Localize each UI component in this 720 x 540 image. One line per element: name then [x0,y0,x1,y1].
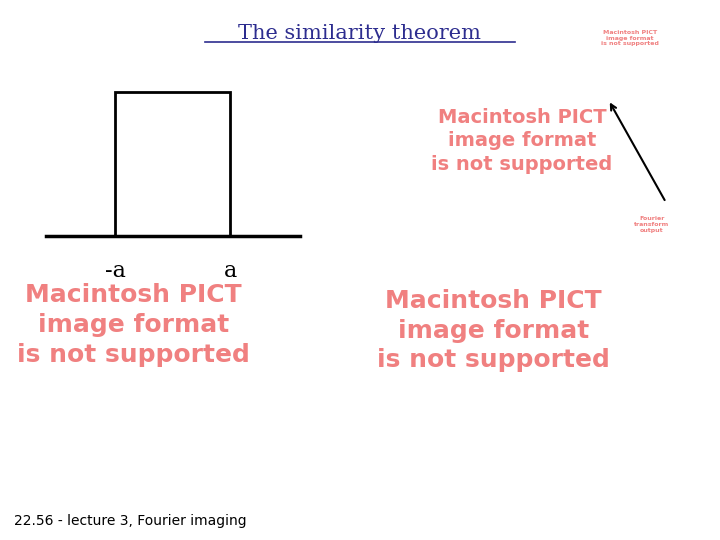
Text: Fourier
transform
output: Fourier transform output [634,216,669,233]
Text: Macintosh PICT
image format
is not supported: Macintosh PICT image format is not suppo… [17,284,250,367]
Text: a: a [224,260,237,282]
Text: Macintosh PICT
image format
is not supported: Macintosh PICT image format is not suppo… [377,289,610,372]
Text: 22.56 - lecture 3, Fourier imaging: 22.56 - lecture 3, Fourier imaging [14,514,247,528]
Text: Macintosh PICT
image format
is not supported: Macintosh PICT image format is not suppo… [601,30,659,46]
Text: Macintosh PICT
image format
is not supported: Macintosh PICT image format is not suppo… [431,108,613,174]
Text: The similarity theorem: The similarity theorem [238,24,482,43]
Bar [115,92,230,237]
Text: -a: -a [105,260,125,282]
